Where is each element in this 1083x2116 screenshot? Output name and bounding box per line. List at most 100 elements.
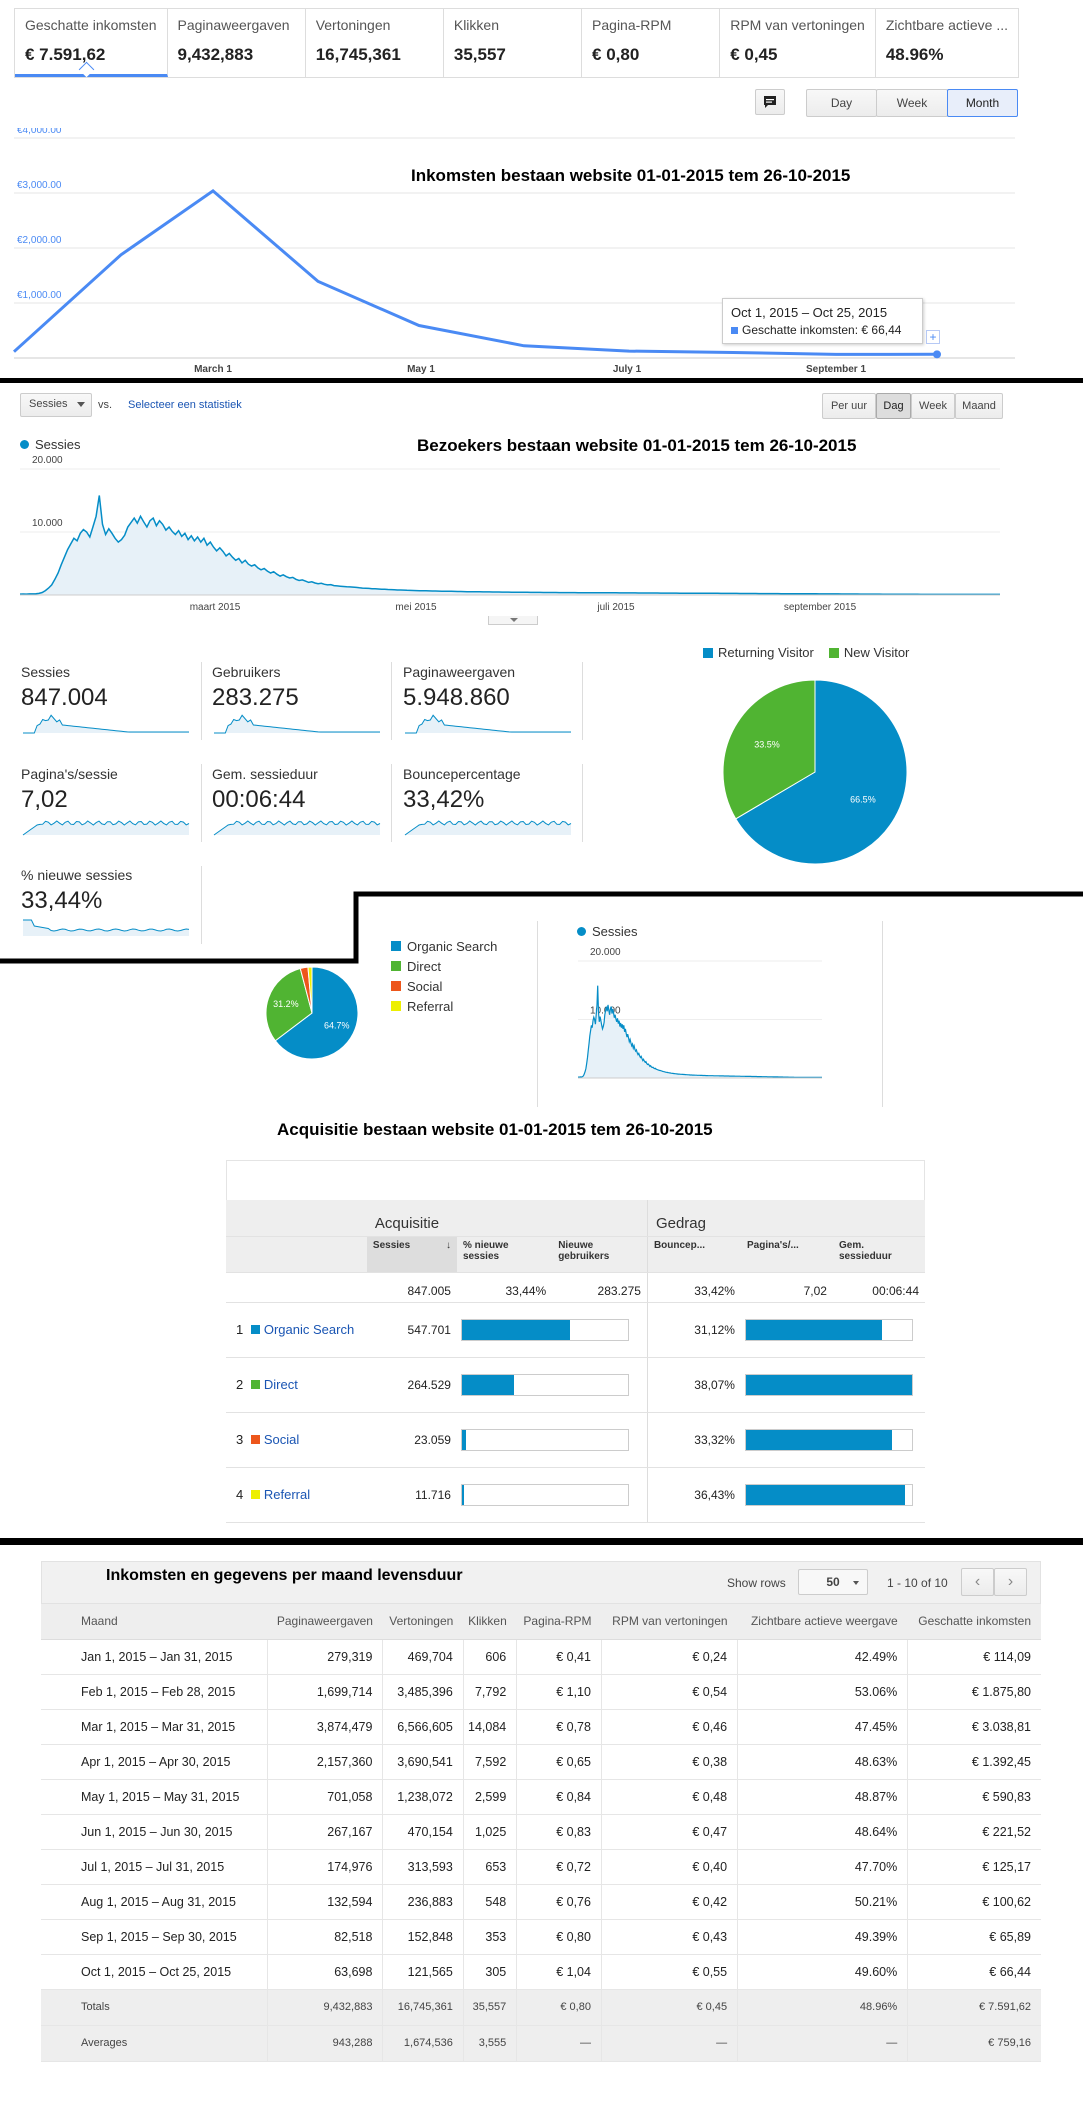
report-col-header[interactable]: Klikken bbox=[463, 1604, 517, 1640]
report-col-header[interactable]: Zichtbare actieve weergave bbox=[737, 1604, 908, 1640]
col-label: Sessies bbox=[372, 1239, 411, 1251]
report-col-header[interactable]: Vertoningen bbox=[382, 1604, 464, 1640]
bounce-cell: 31,12% bbox=[646, 1302, 741, 1358]
col-new-users[interactable]: Nieuwe gebruikers bbox=[552, 1236, 648, 1273]
compare-metric-link[interactable]: Selecteer een statistiek bbox=[128, 399, 242, 411]
report-row: May 1, 2015 – May 31, 2015 701,058 1,238,0… bbox=[41, 1779, 1041, 1815]
show-rows-select[interactable]: 50 bbox=[798, 1569, 868, 1595]
report-row: Sep 1, 2015 – Sep 30, 2015 82,518 152,848 3… bbox=[41, 1919, 1041, 1955]
report-cell: 174,976 bbox=[267, 1849, 384, 1885]
report-cell: 3,555 bbox=[463, 2025, 518, 2062]
metric-tab-active-view[interactable]: Zichtbare actieve ... 48.96% bbox=[876, 9, 1018, 77]
report-col-header[interactable]: Pagina-RPM bbox=[516, 1604, 602, 1640]
metric-tab-pageviews[interactable]: Paginaweergaven 9,432,883 bbox=[168, 9, 306, 77]
kpi-new-sessions[interactable]: % nieuwe sessies 33,44% bbox=[21, 867, 196, 940]
next-page-button[interactable]: › bbox=[994, 1568, 1027, 1596]
annotation-button[interactable] bbox=[755, 89, 785, 115]
legend-label: Referral bbox=[407, 998, 454, 1014]
granularity-hour-button[interactable]: Per uur bbox=[822, 393, 876, 419]
legend-item: Organic Search bbox=[391, 936, 497, 956]
kpi-bounce-rate[interactable]: Bouncepercentage 33,42% bbox=[403, 766, 578, 839]
col-sessions[interactable]: Sessies ↓ bbox=[366, 1236, 457, 1273]
metric-label: RPM van vertoningen bbox=[730, 17, 865, 33]
report-cell: € 0,83 bbox=[516, 1814, 602, 1850]
col-avg-duration[interactable]: Gem. sessieduur bbox=[832, 1236, 925, 1273]
period-week-button[interactable]: Week bbox=[876, 89, 948, 117]
col-pages-session[interactable]: Pagina's/... bbox=[740, 1236, 833, 1273]
total-cell: 33,42% bbox=[646, 1272, 741, 1303]
pie-slice bbox=[274, 966, 359, 1060]
report-col-header[interactable]: Geschatte inkomsten bbox=[907, 1604, 1041, 1640]
chart-resize-handle[interactable] bbox=[488, 616, 538, 625]
section-divider bbox=[0, 891, 1083, 964]
col-bounce[interactable]: Bouncep... bbox=[646, 1236, 741, 1273]
report-cell: 35,557 bbox=[463, 1989, 518, 2026]
kpi-avg-session-duration[interactable]: Gem. sessieduur 00:06:44 bbox=[212, 766, 387, 839]
kpi-pageviews[interactable]: Paginaweergaven 5.948.860 bbox=[403, 664, 578, 737]
tooltip-value: Geschatte inkomsten: € 66,44 bbox=[742, 323, 902, 337]
granularity-month-button[interactable]: Maand bbox=[955, 393, 1003, 419]
report-cell: 9,432,883 bbox=[267, 1989, 384, 2026]
report-col-header[interactable]: Paginaweergaven bbox=[267, 1604, 383, 1640]
metric-tabs: Geschatte inkomsten € 7.591,62 Paginawee… bbox=[14, 8, 1019, 78]
sparkline-line bbox=[23, 714, 189, 734]
report-cell: € 0,47 bbox=[601, 1814, 739, 1850]
earnings-chart-title: Inkomsten bestaan website 01-01-2015 tem… bbox=[411, 166, 851, 185]
sparkline-area bbox=[405, 821, 571, 835]
report-cell: Mar 1, 2015 – Mar 31, 2015 bbox=[41, 1709, 269, 1745]
sessions-bar-track bbox=[460, 1483, 629, 1506]
channel-link[interactable]: Direct bbox=[263, 1377, 298, 1392]
report-cell: 16,745,361 bbox=[382, 1989, 464, 2026]
report-cell: 1,025 bbox=[463, 1814, 518, 1850]
report-cell: € 114,09 bbox=[907, 1639, 1041, 1675]
bounce-bar-fill bbox=[745, 1374, 912, 1395]
legend-label: Sessies bbox=[592, 924, 638, 939]
metric-tab-impressions[interactable]: Vertoningen 16,745,361 bbox=[306, 9, 444, 77]
channel-link[interactable]: Referral bbox=[263, 1487, 311, 1502]
report-cell: 3,690,541 bbox=[382, 1744, 464, 1780]
y-tick-label: 10.000 bbox=[32, 518, 63, 529]
y-tick-label: €2,000.00 bbox=[17, 235, 62, 246]
kpi-sparkline bbox=[404, 820, 572, 836]
col-new-sessions[interactable]: % nieuwe sessies bbox=[456, 1236, 553, 1273]
report-row: Oct 1, 2015 – Oct 25, 2015 63,698 121,565 3… bbox=[41, 1954, 1041, 1990]
legend-item: Social bbox=[391, 976, 497, 996]
visitor-type-legend: Returning Visitor New Visitor bbox=[703, 645, 909, 660]
granularity-day-button[interactable]: Dag bbox=[876, 393, 911, 419]
report-cell: € 0,40 bbox=[601, 1849, 739, 1885]
section-divider bbox=[0, 378, 1083, 383]
metric-tab-estimated-earnings[interactable]: Geschatte inkomsten € 7.591,62 bbox=[15, 9, 168, 77]
metric-tab-impression-rpm[interactable]: RPM van vertoningen € 0,45 bbox=[720, 9, 876, 77]
kpi-separator bbox=[201, 866, 202, 944]
channel-swatch bbox=[250, 1325, 260, 1334]
kpi-sessions[interactable]: Sessies 847.004 bbox=[21, 664, 196, 737]
kpi-pages-per-session[interactable]: Pagina's/sessie 7,02 bbox=[21, 766, 196, 839]
sparkline-area bbox=[23, 821, 189, 835]
metric-tab-page-rpm[interactable]: Pagina-RPM € 0,80 bbox=[582, 9, 721, 77]
kpi-users[interactable]: Gebruikers 283.275 bbox=[212, 664, 387, 737]
report-cell: 48.87% bbox=[737, 1779, 909, 1815]
kpi-separator bbox=[391, 764, 392, 842]
kpi-label: % nieuwe sessies bbox=[21, 867, 133, 883]
prev-page-button[interactable]: ‹ bbox=[961, 1568, 994, 1596]
metric-label: Zichtbare actieve ... bbox=[885, 17, 1009, 33]
report-cell: € 125,17 bbox=[907, 1849, 1041, 1885]
y-tick-label: 20.000 bbox=[590, 947, 621, 958]
report-cell: 305 bbox=[463, 1954, 518, 1990]
add-annotation-icon[interactable]: + bbox=[926, 330, 940, 344]
pagination-text: 1 - 10 of 10 bbox=[887, 1576, 948, 1590]
channel-link[interactable]: Organic Search bbox=[263, 1322, 355, 1337]
sessions-cell: 11.716 bbox=[366, 1467, 457, 1523]
report-cell: € 0,45 bbox=[601, 1989, 739, 2026]
report-cell: 267,167 bbox=[267, 1814, 384, 1850]
period-month-button[interactable]: Month bbox=[947, 89, 1018, 117]
report-col-header[interactable]: Maand bbox=[41, 1604, 268, 1640]
period-day-button[interactable]: Day bbox=[806, 89, 877, 117]
metric-select[interactable]: Sessies bbox=[20, 393, 92, 417]
channel-link[interactable]: Social bbox=[263, 1432, 300, 1447]
report-cell: 6,566,605 bbox=[382, 1709, 464, 1745]
x-tick-label: July 1 bbox=[613, 364, 642, 375]
metric-tab-clicks[interactable]: Klikken 35,557 bbox=[444, 9, 583, 77]
report-col-header[interactable]: RPM van vertoningen bbox=[601, 1604, 738, 1640]
granularity-week-button[interactable]: Week bbox=[911, 393, 955, 419]
